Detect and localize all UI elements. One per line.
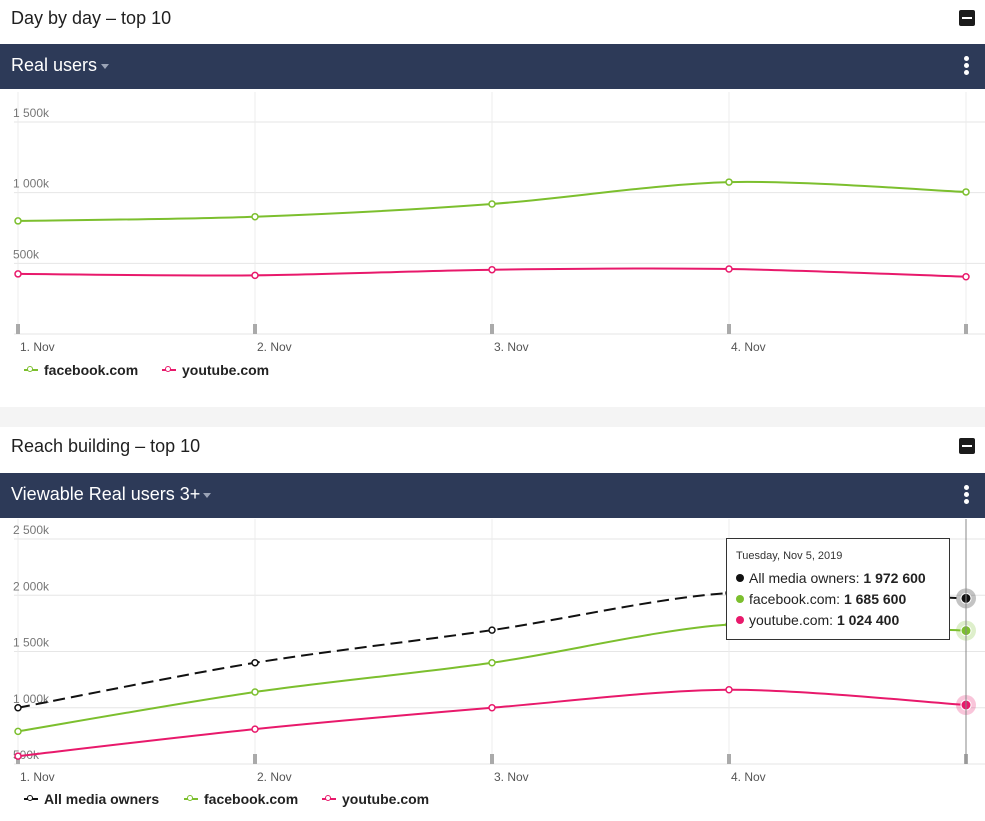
tooltip-row: facebook.com: 1 685 600: [736, 591, 906, 607]
more-options-icon[interactable]: [964, 56, 969, 76]
tooltip-row-value: 1 024 400: [836, 612, 900, 628]
legend-marker-icon: [24, 795, 38, 801]
chart-tooltip: Tuesday, Nov 5, 2019 All media owners: 1…: [726, 538, 950, 640]
data-point: [251, 212, 259, 221]
tooltip-row: youtube.com: 1 024 400: [736, 612, 899, 628]
legend-label: youtube.com: [342, 791, 430, 807]
chart-day-by-day: 1 500k 1 000k 500k 1. Nov 2. Nov 3. Nov 4. Nov: [13, 92, 985, 354]
y-tick-label: 2 000k: [13, 579, 50, 593]
data-point: [962, 188, 970, 196]
metric-selector[interactable]: Real users: [11, 55, 98, 75]
x-tick-label: 2. Nov: [257, 340, 292, 354]
data-point: [251, 725, 259, 733]
data-point: [488, 265, 496, 274]
tooltip-row-label: facebook.com:: [749, 591, 841, 607]
series-dot-icon: [736, 574, 744, 582]
legend-marker-icon: [24, 366, 38, 372]
data-point: [14, 704, 22, 712]
y-tick-label: 2 500k: [13, 523, 50, 537]
tooltip-row: All media owners: 1 972 600: [736, 570, 926, 586]
legend-label: facebook.com: [44, 362, 139, 378]
tooltip-row-label: youtube.com:: [749, 612, 834, 628]
data-point: [962, 273, 970, 281]
section-divider: [0, 407, 985, 427]
collapse-icon[interactable]: [959, 10, 975, 26]
y-tick-label: 1 000k: [13, 692, 50, 706]
data-point: [488, 659, 496, 667]
data-point: [725, 686, 733, 694]
chevron-down-icon[interactable]: [203, 493, 211, 498]
data-point: [14, 727, 22, 736]
data-point: [488, 200, 496, 208]
data-point: [251, 688, 259, 696]
y-tick-label: 1 500k: [13, 636, 50, 650]
x-tick-label: 4. Nov: [731, 770, 766, 784]
data-point: [251, 271, 259, 280]
tooltip-row-value: 1 972 600: [863, 570, 926, 586]
collapse-icon[interactable]: [959, 438, 975, 454]
metric-selector[interactable]: Viewable Real users 3+: [11, 484, 201, 504]
data-point: [251, 659, 259, 667]
tooltip-row-value: 1 685 600: [843, 591, 907, 607]
x-tick-label: 1. Nov: [20, 340, 55, 354]
legend-label: facebook.com: [204, 791, 299, 807]
section-header-reach-building: Reach building – top 10: [0, 428, 985, 466]
chevron-down-icon[interactable]: [101, 64, 109, 69]
x-tick-label: 3. Nov: [494, 340, 529, 354]
x-tick-label: 1. Nov: [20, 770, 55, 784]
y-tick-label: 1 000k: [13, 177, 50, 191]
series-dot-icon: [736, 595, 744, 603]
data-point: [488, 626, 496, 634]
tooltip-date: Tuesday, Nov 5, 2019: [736, 550, 843, 562]
series-dot-icon: [736, 616, 744, 624]
data-point: [725, 265, 733, 273]
metric-bar: Viewable Real users 3+: [0, 473, 985, 518]
legend-label: youtube.com: [182, 362, 270, 378]
x-tick-label: 3. Nov: [494, 770, 529, 784]
data-point: [14, 270, 22, 278]
more-options-icon[interactable]: [964, 485, 969, 505]
section-title: Day by day – top 10: [11, 8, 172, 28]
legend-label: All media owners: [44, 791, 160, 807]
data-point: [725, 178, 733, 186]
legend-marker-icon: [322, 795, 336, 801]
data-point: [14, 217, 22, 225]
legend-marker-icon: [162, 366, 176, 372]
data-point: [14, 752, 22, 760]
legend-marker-icon: [184, 795, 198, 801]
x-tick-label: 4. Nov: [731, 340, 766, 354]
section-header-day-by-day: Day by day – top 10: [0, 0, 985, 38]
data-point: [488, 704, 496, 712]
tooltip-row-label: All media owners:: [749, 570, 860, 586]
section-title: Reach building – top 10: [11, 436, 201, 456]
metric-bar: Real users: [0, 44, 985, 89]
y-tick-label: 1 500k: [13, 106, 50, 120]
y-tick-label: 500k: [13, 247, 40, 261]
x-tick-label: 2. Nov: [257, 770, 292, 784]
